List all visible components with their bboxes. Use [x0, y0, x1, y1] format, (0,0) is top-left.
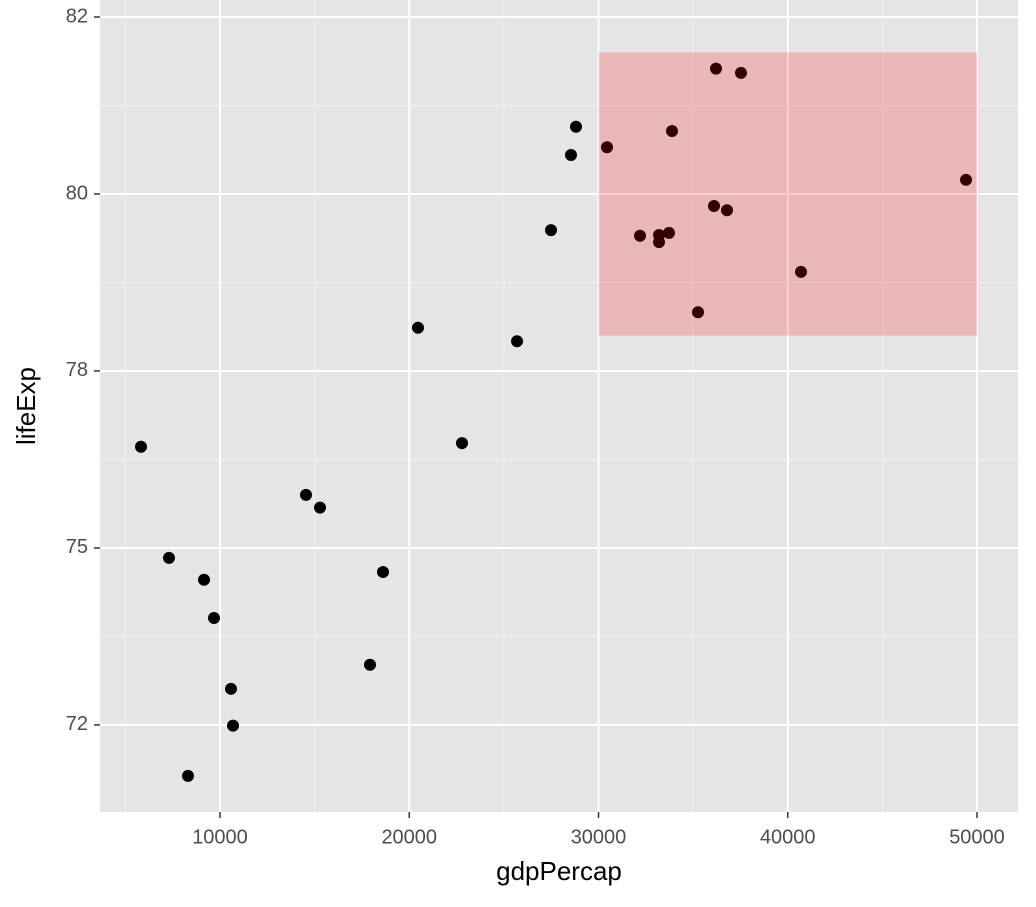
marks [135, 52, 978, 782]
point [692, 306, 705, 319]
point [653, 236, 666, 249]
point [795, 265, 808, 278]
x-tick-label: 20000 [381, 826, 437, 848]
point [198, 573, 211, 586]
point [208, 612, 221, 625]
x-tick-label: 50000 [949, 826, 1005, 848]
point [666, 124, 679, 137]
highlight-rect [598, 52, 978, 336]
point [570, 120, 583, 133]
y-tick-label: 75 [66, 536, 88, 558]
point [163, 551, 176, 564]
point [411, 321, 424, 334]
point [299, 488, 312, 501]
y-tick-label: 72 [66, 713, 88, 735]
x-tick-label: 10000 [192, 826, 248, 848]
point [224, 682, 237, 695]
point [708, 200, 721, 213]
y-axis-title: lifeExp [11, 367, 41, 445]
point [663, 226, 676, 239]
point [565, 149, 578, 162]
point [135, 440, 148, 453]
point [455, 437, 468, 450]
x-axis-title: gdpPercap [496, 856, 622, 886]
y-tick-label: 78 [66, 359, 88, 381]
point [364, 658, 377, 671]
point [634, 229, 647, 242]
point [960, 173, 973, 186]
point [314, 501, 327, 514]
point [511, 335, 524, 348]
grid [100, 0, 1018, 812]
point [721, 204, 734, 217]
point [601, 141, 614, 154]
y-tick-label: 82 [66, 5, 88, 27]
point [377, 566, 390, 579]
point [710, 62, 723, 75]
panel [100, 0, 1018, 812]
point [227, 719, 240, 732]
y-tick-label: 80 [66, 182, 88, 204]
point [182, 769, 195, 782]
x-tick-label: 40000 [760, 826, 816, 848]
point [545, 224, 558, 237]
point [735, 66, 748, 79]
x-tick-label: 30000 [571, 826, 627, 848]
